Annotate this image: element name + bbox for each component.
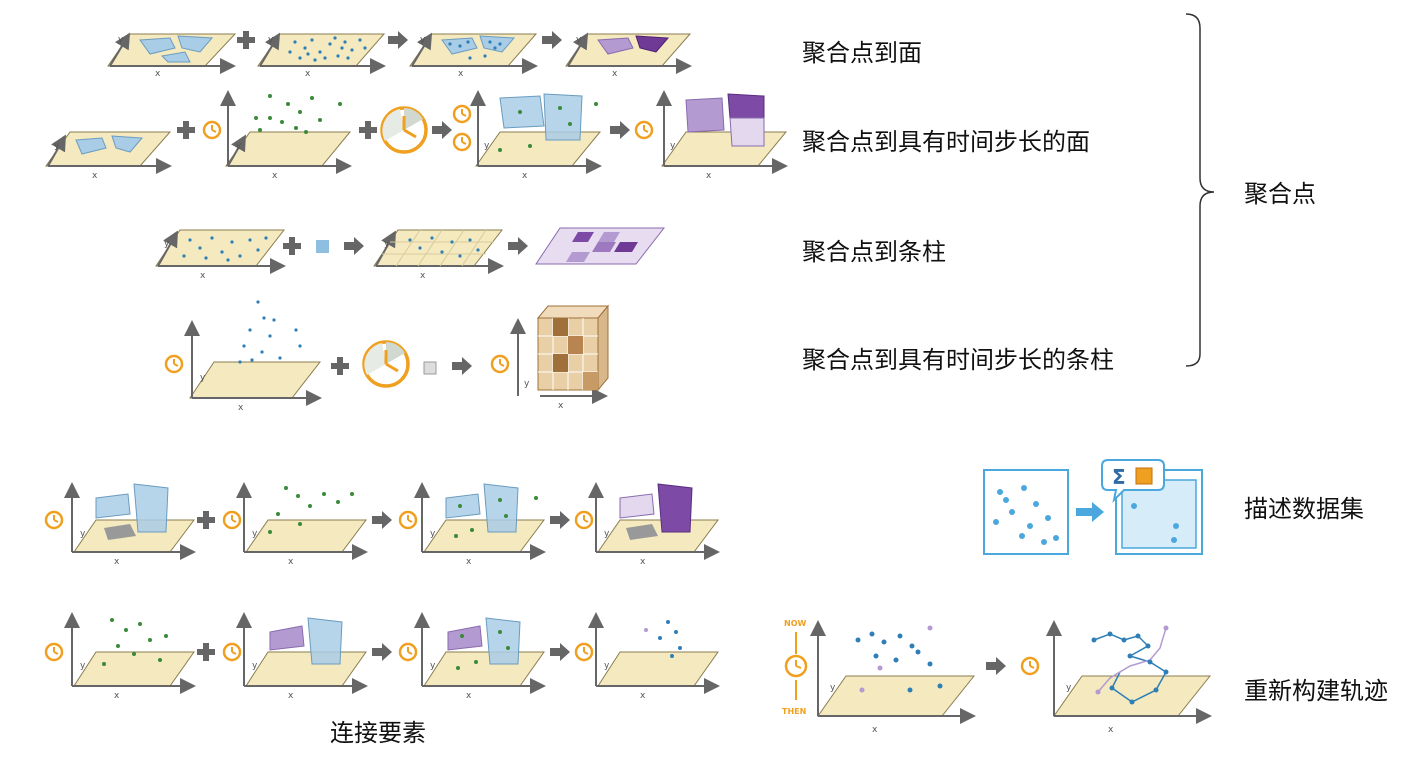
row-join-1 <box>44 482 720 560</box>
plane-points-grid <box>373 229 504 274</box>
axis-y-label: y <box>54 141 60 151</box>
axis-y-label: y <box>80 661 86 671</box>
axis-x-label: x <box>420 271 426 281</box>
axis-x-label: x <box>640 557 646 567</box>
label-aggregate-points-to-bins: 聚合点到条柱 <box>802 238 946 266</box>
join-plane-result <box>588 482 720 560</box>
axis-x-label: x <box>272 171 278 181</box>
axis-y-label: y <box>576 35 582 45</box>
row-polygons <box>107 31 692 74</box>
plane-result-polygons <box>565 32 692 74</box>
label-aggregate-points-to-polygons-time: 聚合点到具有时间步长的面 <box>802 128 1090 156</box>
axis-x-label: x <box>155 69 161 79</box>
describe-dataset-graphic: Σ <box>983 459 1203 555</box>
axis-x-label: x <box>640 691 646 701</box>
axis-y-label: y <box>604 661 610 671</box>
plane-polygons-2 <box>45 131 172 174</box>
plane-polygons <box>107 32 237 74</box>
axis-y-label: y <box>200 373 206 383</box>
axis-y-label: y <box>384 239 390 249</box>
join-plane-c <box>414 482 546 560</box>
axis-x-label: x <box>466 557 472 567</box>
plane-3d-points-4 <box>184 300 322 406</box>
join-plane-a <box>64 482 196 560</box>
axis-y-label: y <box>118 35 124 45</box>
join2-plane-c <box>414 612 546 694</box>
row-bins-time <box>164 300 610 406</box>
axis-y-label: y <box>430 529 436 539</box>
axis-x-label: x <box>1108 725 1114 735</box>
reconstruct-tracks-graphic: NOW THEN <box>782 619 1212 724</box>
axis-x-label: x <box>872 725 878 735</box>
axis-y-label: y <box>830 683 836 693</box>
tracks-input-plane <box>810 620 976 724</box>
label-aggregate-points-to-polygons: 聚合点到面 <box>802 39 922 67</box>
axis-x-label: x <box>114 691 120 701</box>
plane-3d-result-polygons <box>656 90 788 174</box>
axis-x-label: x <box>92 171 98 181</box>
label-aggregate-points-group: 聚合点 <box>1244 180 1316 208</box>
now-label: NOW <box>784 619 806 628</box>
sigma-symbol: Σ <box>1112 465 1126 489</box>
plane-3d-points <box>220 90 352 174</box>
cube-icon <box>423 361 437 375</box>
axis-x-label: x <box>458 69 464 79</box>
plane-result-bins <box>535 227 666 265</box>
group-brace <box>1185 13 1215 367</box>
plane-points <box>257 32 386 74</box>
join2-plane-b <box>236 612 368 694</box>
axis-y-label: y <box>1066 683 1072 693</box>
axis-y-label: y <box>164 239 170 249</box>
axis-y-label: y <box>252 661 258 671</box>
axis-x-label: x <box>305 69 311 79</box>
axis-y-label: y <box>670 141 676 151</box>
axis-y-label: y <box>252 529 258 539</box>
space-time-cube <box>510 304 610 404</box>
join2-plane-result <box>588 612 720 694</box>
axis-x-label: x <box>558 401 564 411</box>
plane-polygons-with-points <box>409 32 538 74</box>
axis-x-label: x <box>522 171 528 181</box>
axis-x-label: x <box>238 403 244 413</box>
plane-points-3 <box>155 229 286 274</box>
row-bins <box>155 227 666 274</box>
axis-y-label: y <box>484 141 490 151</box>
axis-y-label: y <box>268 35 274 45</box>
axis-y-label: y <box>420 35 426 45</box>
then-label: THEN <box>782 707 806 716</box>
axis-x-label: x <box>114 557 120 567</box>
row-polygons-time <box>45 90 788 174</box>
axis-y-label: y <box>604 529 610 539</box>
axis-x-label: x <box>200 271 206 281</box>
axis-x-label: x <box>288 557 294 567</box>
axis-y-label: y <box>430 661 436 671</box>
axis-x-label: x <box>706 171 712 181</box>
axis-x-label: x <box>288 691 294 701</box>
row-join-2 <box>44 612 720 694</box>
axis-y-label: y <box>524 379 530 389</box>
axis-y-label: y <box>80 529 86 539</box>
join-plane-b <box>236 482 368 560</box>
label-join-features: 连接要素 <box>330 719 426 747</box>
plane-3d-polygons-points <box>470 90 602 174</box>
label-describe-dataset: 描述数据集 <box>1244 495 1364 523</box>
axis-y-label: y <box>236 141 242 151</box>
tracks-result-plane <box>1046 620 1212 724</box>
label-reconstruct-tracks: 重新构建轨迹 <box>1244 677 1388 705</box>
label-aggregate-points-to-bins-time: 聚合点到具有时间步长的条柱 <box>802 346 1114 374</box>
axis-x-label: x <box>612 69 618 79</box>
axis-x-label: x <box>466 691 472 701</box>
bin-square-icon <box>316 240 329 253</box>
join2-plane-a <box>64 612 196 694</box>
